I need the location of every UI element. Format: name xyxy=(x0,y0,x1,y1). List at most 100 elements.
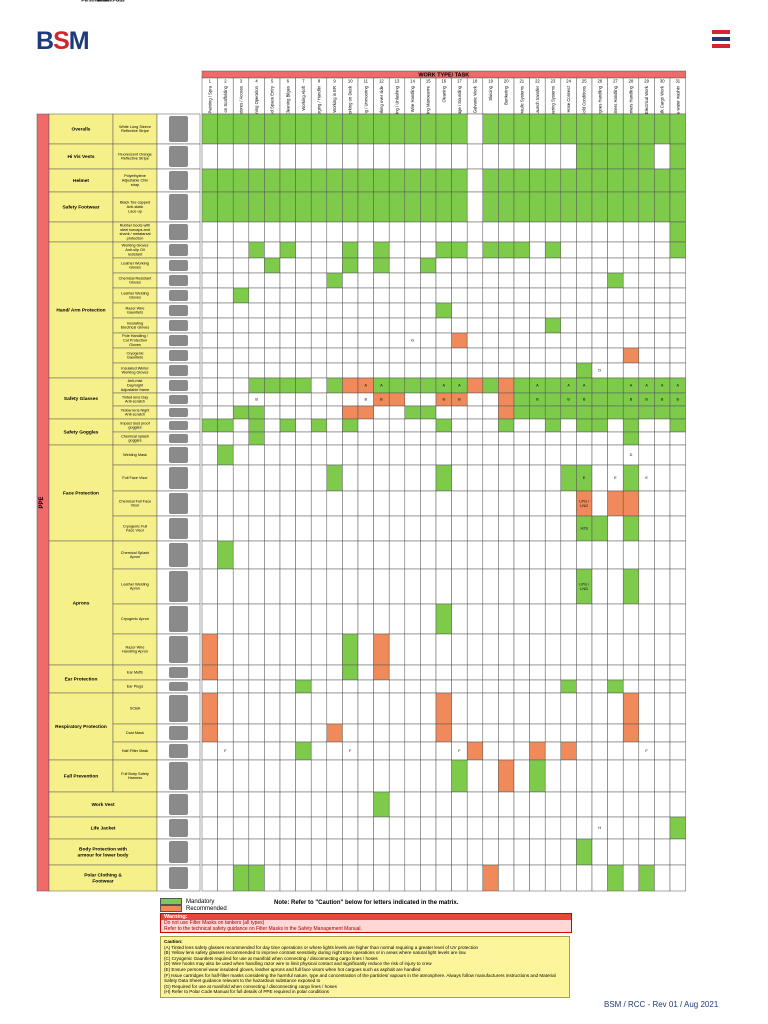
ppe-image-icon xyxy=(169,408,188,417)
company-logo: BSM xyxy=(36,27,90,55)
category-cell xyxy=(48,759,114,793)
empty-cell xyxy=(201,444,218,466)
mandatory-cell xyxy=(420,113,437,145)
task-label: Gas Carriers Handling xyxy=(613,85,618,127)
empty-cell xyxy=(404,633,421,666)
empty-cell xyxy=(295,347,312,364)
empty-cell xyxy=(217,464,234,492)
recommended-cell xyxy=(466,741,484,761)
mandatory-cell xyxy=(295,191,312,223)
empty-cell xyxy=(513,347,530,364)
ppe-image-icon xyxy=(169,447,188,463)
empty-cell xyxy=(451,791,468,818)
empty-cell xyxy=(591,272,608,289)
empty-cell xyxy=(357,272,374,289)
empty-cell xyxy=(373,816,390,840)
mandatory-cell xyxy=(310,191,328,223)
empty-cell xyxy=(232,568,250,605)
task-number: 19 xyxy=(488,79,493,84)
item-name: Half-Filter Mask xyxy=(122,749,149,753)
empty-cell xyxy=(404,816,421,840)
empty-cell xyxy=(279,302,296,319)
cell-letter: A xyxy=(661,384,664,388)
item-name: Anti-mist xyxy=(128,379,144,383)
empty-cell xyxy=(466,633,484,666)
category-name: Respiratory Protection xyxy=(55,724,107,730)
mandatory-cell xyxy=(295,741,312,761)
empty-cell xyxy=(529,287,546,304)
item-name: Harness xyxy=(128,776,142,780)
empty-cell xyxy=(388,816,406,840)
mandatory-cell xyxy=(576,838,593,866)
empty-cell xyxy=(295,272,312,289)
empty-cell xyxy=(529,723,546,743)
task-number: 22 xyxy=(535,79,540,84)
empty-cell xyxy=(498,568,515,605)
empty-cell xyxy=(513,633,530,666)
empty-cell xyxy=(232,759,250,793)
category-cell xyxy=(48,241,114,379)
empty-cell xyxy=(529,603,546,635)
empty-cell xyxy=(279,540,296,570)
empty-cell xyxy=(544,759,562,793)
empty-cell xyxy=(560,347,577,364)
task-number: 29 xyxy=(644,79,649,84)
empty-cell xyxy=(638,257,655,274)
item-name: strap xyxy=(131,183,139,187)
empty-cell xyxy=(466,864,484,892)
mandatory-cell xyxy=(217,113,234,145)
task-label: Battery Charging / Handlin xyxy=(317,85,322,135)
empty-cell xyxy=(529,816,546,840)
mandatory-cell xyxy=(248,191,265,223)
mandatory-cell xyxy=(607,191,624,223)
empty-cell xyxy=(310,540,328,570)
empty-cell xyxy=(654,332,671,349)
empty-cell xyxy=(669,464,686,492)
empty-cell xyxy=(404,791,421,818)
empty-cell xyxy=(560,664,577,681)
mandatory-cell xyxy=(279,418,296,433)
empty-cell xyxy=(217,603,234,635)
ppe-image-icon xyxy=(169,518,188,539)
mandatory-cell xyxy=(638,113,655,145)
cell-letter: A xyxy=(443,384,446,388)
empty-cell xyxy=(217,377,234,394)
empty-cell xyxy=(310,287,328,304)
empty-cell xyxy=(576,257,593,274)
empty-cell xyxy=(295,143,312,170)
category-cell xyxy=(48,692,114,761)
empty-cell xyxy=(264,791,281,818)
empty-cell xyxy=(544,490,562,517)
mandatory-cell xyxy=(435,302,452,319)
empty-cell xyxy=(482,317,499,334)
item-name: Leather Welding xyxy=(121,291,149,295)
mandatory-cell xyxy=(451,168,468,193)
empty-cell xyxy=(529,791,546,818)
mandatory-cell xyxy=(404,191,421,223)
mandatory-cell xyxy=(279,241,296,259)
menu-icon[interactable] xyxy=(712,30,730,50)
empty-cell xyxy=(310,221,328,243)
item-name: Gloves xyxy=(129,343,141,347)
item-name: Dust Mask xyxy=(126,731,144,735)
empty-cell xyxy=(638,568,655,605)
ppe-image-icon xyxy=(169,335,188,346)
empty-cell xyxy=(326,568,343,605)
empty-cell xyxy=(248,332,265,349)
empty-cell xyxy=(232,257,250,274)
empty-cell xyxy=(466,444,484,466)
mandatory-cell xyxy=(279,168,296,193)
empty-cell xyxy=(654,317,671,334)
empty-cell xyxy=(669,362,686,379)
empty-cell xyxy=(310,816,328,840)
empty-cell xyxy=(544,221,562,243)
item-name: Gauntlets xyxy=(127,356,143,360)
empty-cell xyxy=(654,723,671,743)
empty-cell xyxy=(342,392,359,407)
empty-cell xyxy=(498,692,515,725)
category-name: Footwear xyxy=(92,878,113,884)
item-name: Handling Apron xyxy=(122,650,148,654)
empty-cell xyxy=(435,257,452,274)
empty-cell xyxy=(420,143,437,170)
empty-cell xyxy=(654,143,671,170)
